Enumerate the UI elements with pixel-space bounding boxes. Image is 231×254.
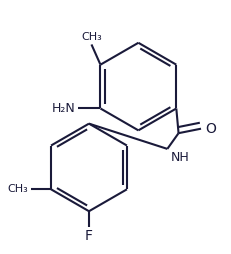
Text: CH₃: CH₃ xyxy=(8,184,29,194)
Text: CH₃: CH₃ xyxy=(81,32,102,42)
Text: O: O xyxy=(206,122,216,136)
Text: F: F xyxy=(85,229,93,243)
Text: H₂N: H₂N xyxy=(52,102,76,115)
Text: NH: NH xyxy=(171,151,189,164)
